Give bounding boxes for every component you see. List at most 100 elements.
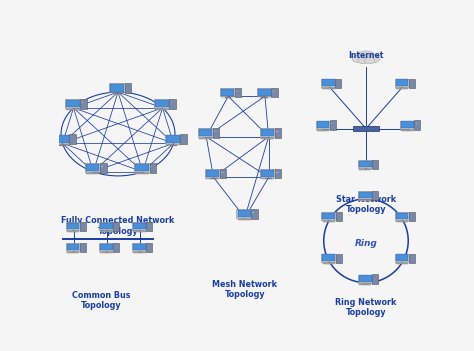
FancyBboxPatch shape (372, 160, 378, 169)
FancyBboxPatch shape (337, 81, 338, 82)
FancyBboxPatch shape (322, 221, 335, 222)
FancyBboxPatch shape (251, 209, 257, 219)
FancyBboxPatch shape (198, 128, 213, 137)
FancyBboxPatch shape (206, 170, 219, 177)
FancyBboxPatch shape (220, 88, 235, 97)
FancyBboxPatch shape (253, 212, 254, 213)
FancyBboxPatch shape (165, 135, 181, 144)
FancyBboxPatch shape (260, 169, 275, 178)
FancyBboxPatch shape (221, 88, 234, 96)
FancyBboxPatch shape (359, 276, 372, 282)
FancyBboxPatch shape (330, 120, 336, 130)
Ellipse shape (358, 58, 368, 64)
FancyBboxPatch shape (372, 191, 378, 200)
FancyBboxPatch shape (237, 210, 252, 218)
FancyBboxPatch shape (396, 254, 408, 261)
FancyBboxPatch shape (395, 79, 409, 87)
FancyBboxPatch shape (199, 129, 212, 136)
FancyBboxPatch shape (395, 254, 409, 262)
FancyBboxPatch shape (135, 173, 149, 174)
FancyBboxPatch shape (205, 169, 220, 178)
FancyBboxPatch shape (235, 88, 241, 97)
FancyBboxPatch shape (166, 135, 180, 143)
FancyBboxPatch shape (336, 253, 342, 263)
FancyBboxPatch shape (262, 170, 274, 177)
FancyBboxPatch shape (169, 99, 176, 109)
FancyBboxPatch shape (322, 263, 335, 264)
FancyBboxPatch shape (260, 128, 275, 137)
Ellipse shape (365, 58, 375, 64)
Text: Common Bus
Topology: Common Bus Topology (72, 291, 131, 310)
FancyBboxPatch shape (80, 243, 86, 252)
FancyBboxPatch shape (410, 81, 411, 82)
FancyBboxPatch shape (66, 222, 81, 230)
FancyBboxPatch shape (80, 99, 87, 109)
Ellipse shape (352, 55, 365, 63)
FancyBboxPatch shape (359, 160, 372, 167)
FancyBboxPatch shape (272, 88, 278, 97)
FancyBboxPatch shape (100, 223, 112, 230)
FancyBboxPatch shape (109, 84, 125, 92)
FancyBboxPatch shape (410, 215, 411, 216)
FancyBboxPatch shape (317, 130, 329, 131)
FancyBboxPatch shape (368, 127, 369, 130)
FancyBboxPatch shape (66, 109, 80, 110)
FancyBboxPatch shape (372, 274, 378, 284)
FancyBboxPatch shape (257, 88, 272, 97)
FancyBboxPatch shape (359, 169, 372, 170)
FancyBboxPatch shape (86, 173, 100, 174)
FancyBboxPatch shape (396, 221, 408, 222)
FancyBboxPatch shape (66, 100, 80, 107)
FancyBboxPatch shape (135, 164, 149, 171)
FancyBboxPatch shape (155, 100, 169, 107)
FancyBboxPatch shape (100, 244, 112, 250)
Text: Mesh Network
Topology: Mesh Network Topology (212, 280, 277, 299)
FancyBboxPatch shape (213, 128, 219, 138)
FancyBboxPatch shape (262, 138, 274, 139)
FancyBboxPatch shape (321, 79, 336, 87)
FancyBboxPatch shape (358, 160, 373, 168)
FancyBboxPatch shape (99, 222, 114, 230)
FancyBboxPatch shape (199, 138, 212, 139)
FancyBboxPatch shape (401, 121, 415, 129)
FancyBboxPatch shape (100, 163, 107, 173)
FancyBboxPatch shape (373, 127, 374, 130)
FancyBboxPatch shape (85, 163, 100, 172)
Text: Ring: Ring (355, 239, 377, 248)
FancyBboxPatch shape (401, 130, 414, 131)
Text: Fully Connected Network
Topology: Fully Connected Network Topology (61, 217, 175, 236)
FancyBboxPatch shape (65, 99, 81, 108)
FancyBboxPatch shape (321, 254, 336, 262)
FancyBboxPatch shape (353, 126, 379, 131)
FancyBboxPatch shape (275, 128, 282, 138)
Text: Internet: Internet (348, 51, 383, 60)
FancyBboxPatch shape (110, 84, 124, 92)
FancyBboxPatch shape (133, 244, 146, 250)
FancyBboxPatch shape (100, 252, 112, 253)
Ellipse shape (357, 51, 375, 61)
FancyBboxPatch shape (220, 169, 226, 178)
Ellipse shape (366, 55, 380, 63)
FancyBboxPatch shape (80, 222, 86, 231)
FancyBboxPatch shape (125, 83, 131, 93)
FancyBboxPatch shape (151, 166, 152, 167)
FancyBboxPatch shape (409, 253, 415, 263)
FancyBboxPatch shape (54, 135, 70, 144)
FancyBboxPatch shape (395, 212, 409, 220)
FancyBboxPatch shape (358, 275, 373, 283)
FancyBboxPatch shape (396, 263, 408, 264)
FancyBboxPatch shape (322, 79, 335, 86)
FancyBboxPatch shape (67, 231, 80, 232)
FancyBboxPatch shape (236, 91, 237, 92)
FancyBboxPatch shape (113, 243, 119, 252)
FancyBboxPatch shape (132, 243, 146, 251)
FancyBboxPatch shape (409, 79, 415, 88)
FancyBboxPatch shape (359, 200, 372, 201)
FancyBboxPatch shape (337, 215, 338, 216)
FancyBboxPatch shape (363, 127, 364, 130)
FancyBboxPatch shape (86, 164, 100, 171)
FancyBboxPatch shape (275, 169, 282, 178)
FancyBboxPatch shape (262, 129, 274, 136)
FancyBboxPatch shape (317, 121, 329, 128)
FancyBboxPatch shape (55, 135, 69, 143)
